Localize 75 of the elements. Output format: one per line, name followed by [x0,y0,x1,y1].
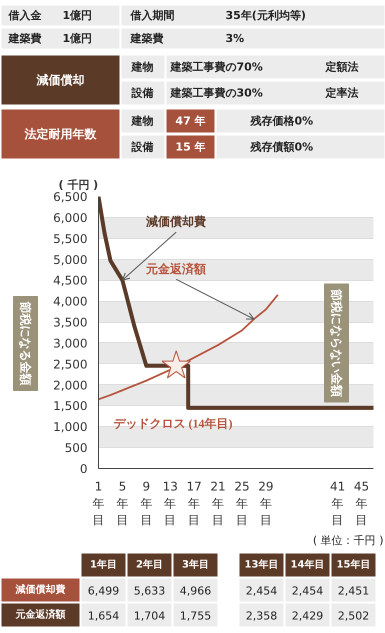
y-tick-label: 6,000 [53,210,88,225]
x-tick-label: 25年目 [234,480,250,528]
x-tick-label: 29年目 [258,480,274,528]
text: 建築工事費の70% [170,60,263,74]
y-tick-label: 5,500 [53,232,88,246]
text: 残存価格0% [250,114,314,128]
text: 13年目 [244,558,278,570]
text: 減価償却 [36,73,84,87]
y-tick-label: 1,000 [53,420,88,434]
line-series [98,196,374,410]
text: 4,966 [180,584,212,598]
text: 15年目 [336,558,370,570]
text: 建築工事費の30% [170,86,263,100]
text: 2,358 [246,610,278,622]
text: 減価償却費 [145,214,206,229]
y-tick-label: 500 [64,441,88,456]
y-tick-label: 4,000 [53,294,88,309]
text: 2,454 [292,584,324,598]
y-tick-label: 5,000 [53,252,88,267]
y-tick-label: 1,500 [53,399,88,414]
text: 1億円 [62,9,92,22]
text: 節税になる金額 [18,300,32,386]
text: 1,755 [180,610,212,622]
text: 定率法 [324,86,358,100]
text: 残存債額0% [250,140,314,154]
text: 5,633 [134,584,166,598]
text: 15 年 [175,140,206,154]
text: 35年(元利均等) [226,9,306,22]
y-tick-label: 0 [80,462,88,476]
annotation: 節税にならない金額 [330,288,344,397]
text: 3% [226,32,244,45]
line-series [98,294,279,400]
text: 1,654 [88,610,120,622]
y-axis-title: ( 千円 ) [58,178,98,192]
text: 2,502 [338,610,370,622]
text: 2,454 [246,584,278,598]
text: 2年目 [136,558,163,570]
y-tick-label: 2,000 [53,378,88,392]
x-tick-label: 21年目 [210,480,226,528]
y-tick-label: 4,500 [53,274,88,288]
text: 6,499 [88,584,120,598]
text: 1年目 [90,558,117,570]
text: 設備 [130,140,154,154]
x-tick-label: 1年目 [92,480,104,528]
text: 借入期間 [130,9,174,22]
text: 借入金 [8,9,42,22]
text: 設備 [130,86,154,100]
text: 建築費 [8,32,42,45]
x-tick-label: 45年目 [354,480,370,528]
text: 2,451 [338,584,370,598]
text: 元金返済額 [145,262,206,276]
text: 定額法 [324,60,358,74]
x-tick-label: 9年目 [140,480,152,528]
y-tick-label: 6,500 [53,190,88,204]
text: 元金返済額 [14,608,66,620]
text: 法定耐用年数 [24,127,98,141]
x-tick-label: 5年目 [116,480,128,528]
text: 建物 [130,114,154,128]
text: 2,429 [292,610,324,622]
text: 減価償却費 [14,584,66,596]
text: 1億円 [62,32,92,45]
text: 3年目 [182,558,209,570]
annotation: デッドクロス (14年目) [114,416,232,430]
y-tick-label: 3,500 [53,316,88,330]
x-tick-label: 13年目 [162,480,178,528]
text: 建物 [130,60,154,74]
text: ( 単位：千円 ) [312,534,384,547]
x-tick-label: 41年目 [330,480,346,528]
text: 47 年 [175,114,206,128]
text: 14年目 [290,558,324,570]
text: 建築費 [130,32,164,45]
y-tick-label: 2,500 [53,357,88,372]
y-tick-label: 3,000 [53,336,88,350]
x-tick-label: 17年目 [186,480,202,528]
text: 1,704 [134,610,166,622]
